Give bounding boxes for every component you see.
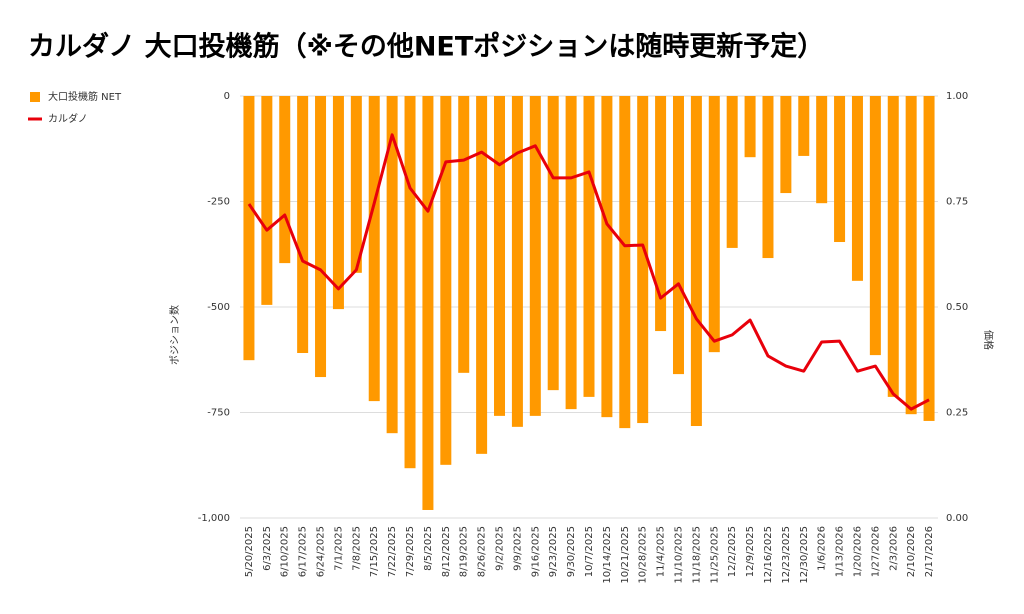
bar	[315, 96, 327, 378]
x-tick-label: 8/5/2025	[423, 526, 434, 571]
bar	[297, 96, 309, 353]
bar	[672, 96, 684, 375]
x-tick-label: 9/2/2025	[495, 526, 506, 571]
x-tick-label: 6/3/2025	[262, 526, 273, 571]
x-tick-label: 7/1/2025	[333, 526, 344, 571]
y-tick-label: -750	[207, 408, 230, 419]
x-tick-label: 10/7/2025	[584, 526, 595, 577]
bar	[350, 96, 362, 273]
bar	[476, 96, 488, 454]
y2-tick-label: 0.50	[946, 302, 968, 313]
x-tick-label: 6/24/2025	[316, 526, 327, 577]
x-tick-label: 8/26/2025	[477, 526, 488, 577]
x-tick-label: 2/17/2026	[924, 526, 935, 577]
x-tick-label: 12/30/2025	[799, 526, 810, 584]
bar	[762, 96, 774, 259]
x-tick-label: 11/4/2025	[656, 526, 667, 577]
x-tick-label: 9/9/2025	[512, 526, 523, 571]
y-tick-label: -1,000	[198, 513, 230, 524]
bar	[637, 96, 649, 424]
x-tick-label: 10/28/2025	[638, 526, 649, 584]
x-tick-label: 5/20/2025	[244, 526, 255, 577]
bar	[816, 96, 828, 204]
y2-tick-label: 0.00	[946, 513, 968, 524]
x-tick-label: 10/21/2025	[620, 526, 631, 584]
legend-label: カルダノ	[48, 112, 88, 125]
bar	[798, 96, 810, 156]
bar	[440, 96, 452, 465]
y2-tick-label: 1.00	[946, 91, 968, 102]
x-tick-label: 1/6/2026	[817, 526, 828, 571]
bar	[619, 96, 631, 429]
x-tick-label: 1/13/2026	[835, 526, 846, 577]
bar	[655, 96, 667, 332]
chart-title: カルダノ 大口投機筋（※その他NETポジションは随時更新予定）	[28, 31, 824, 63]
x-tick-label: 12/23/2025	[781, 526, 792, 584]
bar	[780, 96, 792, 194]
bar	[494, 96, 506, 416]
y2-tick-label: 0.75	[946, 197, 968, 208]
x-tick-label: 9/30/2025	[566, 526, 577, 577]
legend-swatch	[30, 92, 40, 102]
bar	[905, 96, 917, 415]
x-tick-label: 2/10/2026	[906, 526, 917, 577]
x-tick-label: 7/29/2025	[405, 526, 416, 577]
bar	[583, 96, 595, 397]
bar	[261, 96, 273, 305]
x-tick-label: 6/10/2025	[280, 526, 291, 577]
x-tick-label: 11/10/2025	[673, 526, 684, 584]
bar	[726, 96, 738, 248]
bar	[529, 96, 541, 416]
x-tick-label: 11/18/2025	[691, 526, 702, 584]
y-tick-label: -250	[207, 197, 230, 208]
legend-label: 大口投機筋 NET	[48, 90, 122, 103]
x-tick-label: 7/8/2025	[351, 526, 362, 571]
x-tick-label: 2/3/2026	[888, 526, 899, 571]
y-tick-label: -500	[207, 302, 230, 313]
x-tick-label: 1/20/2026	[852, 526, 863, 577]
bar	[834, 96, 846, 243]
bar	[386, 96, 398, 434]
y-axis-label: ポジション数	[168, 305, 181, 365]
x-tick-label: 8/12/2025	[441, 526, 452, 577]
bar	[422, 96, 434, 510]
x-tick-label: 8/19/2025	[459, 526, 470, 577]
bar	[887, 96, 899, 397]
bar	[368, 96, 380, 402]
bar	[243, 96, 255, 361]
bar	[923, 96, 935, 421]
bar	[744, 96, 756, 158]
x-tick-label: 7/22/2025	[387, 526, 398, 577]
bar	[547, 96, 559, 391]
x-tick-label: 12/9/2025	[745, 526, 756, 577]
x-tick-label: 1/27/2026	[870, 526, 881, 577]
bar	[511, 96, 523, 427]
bar	[458, 96, 470, 373]
x-tick-label: 9/23/2025	[548, 526, 559, 577]
x-tick-label: 9/16/2025	[530, 526, 541, 577]
line	[247, 133, 930, 411]
x-tick-label: 12/2/2025	[727, 526, 738, 577]
bar	[708, 96, 720, 353]
bar	[279, 96, 291, 264]
bar	[404, 96, 416, 469]
bar	[601, 96, 613, 418]
bar	[690, 96, 702, 427]
y2-tick-label: 0.25	[946, 408, 968, 419]
y-tick-label: 0	[224, 91, 230, 102]
bar	[332, 96, 344, 310]
x-tick-label: 10/14/2025	[602, 526, 613, 584]
x-tick-label: 6/17/2025	[298, 526, 309, 577]
y2-axis-label: 価格	[982, 330, 995, 350]
x-tick-label: 11/25/2025	[709, 526, 720, 584]
x-tick-label: 7/15/2025	[369, 526, 380, 577]
bar	[869, 96, 881, 356]
bar	[851, 96, 863, 281]
x-tick-label: 12/16/2025	[763, 526, 774, 584]
bar	[565, 96, 577, 410]
